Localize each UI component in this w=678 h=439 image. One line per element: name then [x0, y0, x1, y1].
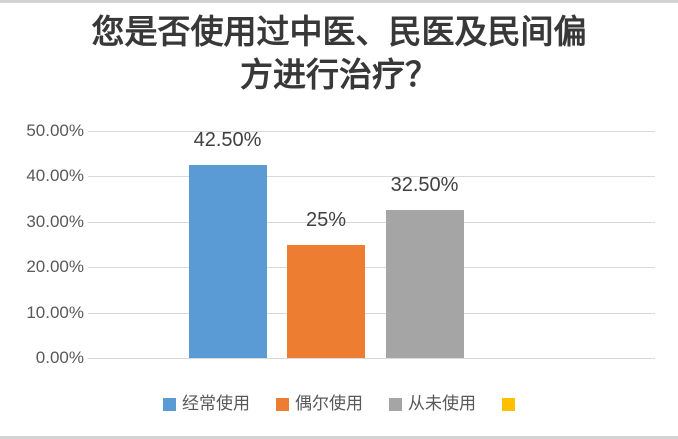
legend: 经常使用 偶尔使用 从未使用	[0, 390, 678, 418]
y-axis-tick	[88, 131, 95, 132]
bar-偶尔使用	[287, 244, 365, 358]
legend-label: 经常使用	[182, 394, 250, 413]
bar-从未使用	[385, 210, 464, 358]
chart-title-line-2: 方进行治疗？	[240, 58, 438, 94]
y-axis-label: 30.00%	[26, 211, 84, 231]
gridline-50.00%	[88, 131, 655, 132]
bar-经常使用	[188, 165, 267, 358]
legend-item-series-3	[502, 397, 515, 411]
gridline-20.00%	[88, 267, 655, 269]
gridline-30.00%	[88, 221, 655, 223]
y-axis-tick	[88, 176, 95, 178]
y-axis-tick	[88, 221, 95, 223]
legend-label: 偶尔使用	[295, 394, 363, 413]
chart-title: 您是否使用过中医、民医及民间偏 方进行治疗？	[0, 12, 678, 98]
chart-title-line-1: 您是否使用过中医、民医及民间偏	[91, 15, 587, 51]
data-label-偶尔使用: 25%	[305, 208, 347, 231]
y-axis-tick	[88, 358, 95, 359]
legend-swatch-icon	[502, 397, 515, 411]
y-axis-tick	[88, 267, 95, 269]
gridline-0.00%	[88, 358, 655, 359]
y-axis-label: 50.00%	[26, 121, 84, 140]
legend-item-偶尔使用: 偶尔使用	[276, 394, 363, 414]
gridline-40.00%	[88, 176, 655, 178]
legend-item-从未使用: 从未使用	[389, 394, 476, 414]
y-axis-label: 0.00%	[35, 348, 84, 367]
legend-label: 从未使用	[408, 394, 476, 413]
window-edge-top	[0, 0, 678, 3]
y-axis-label: 40.00%	[26, 166, 84, 186]
data-label-经常使用: 42.50%	[193, 129, 262, 152]
gridline-10.00%	[88, 312, 655, 314]
legend-swatch-icon	[389, 397, 402, 411]
y-axis-label: 20.00%	[26, 257, 84, 277]
data-label-从未使用: 32.50%	[390, 174, 459, 197]
y-axis-label: 10.00%	[26, 302, 84, 322]
plot-area: 42.50% 25% 32.50%	[88, 129, 655, 359]
y-axis-tick	[88, 312, 95, 314]
legend-swatch-icon	[276, 397, 289, 411]
window-edge-bottom	[0, 436, 678, 439]
legend-item-经常使用: 经常使用	[163, 394, 250, 414]
legend-swatch-icon	[163, 397, 176, 411]
